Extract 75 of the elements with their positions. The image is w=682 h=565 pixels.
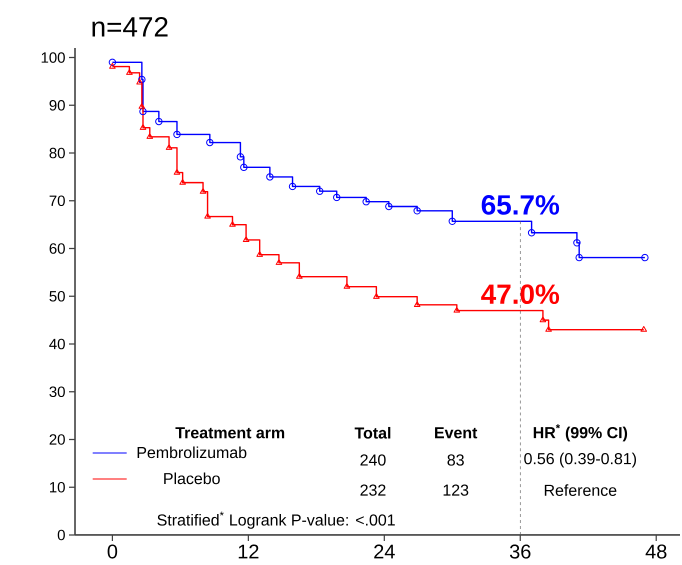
y-tick-label: 90: [50, 100, 65, 111]
annotation: Event: [435, 427, 478, 438]
annotation: 47.0%: [481, 284, 560, 304]
point: [448, 218, 456, 225]
point: [640, 326, 648, 332]
point: [316, 188, 324, 195]
point: [385, 202, 393, 210]
point: [288, 182, 296, 190]
point: [242, 236, 250, 242]
point: [146, 133, 154, 139]
point: [454, 306, 460, 313]
y-tick-label: 100: [42, 52, 65, 63]
point: [573, 239, 581, 246]
point: [136, 78, 143, 84]
point: [540, 316, 546, 322]
annotation: Reference: [544, 484, 616, 496]
point: [575, 254, 583, 262]
point: [362, 198, 370, 206]
point: [413, 207, 421, 214]
point: [333, 194, 340, 202]
point: [108, 58, 116, 66]
point: [373, 293, 380, 299]
point: [204, 212, 211, 219]
y-tick-label: 0: [58, 530, 65, 540]
point: [229, 220, 236, 227]
annotation: 0.56 (0.39-0.81): [524, 452, 636, 468]
x-tick-label: 48: [646, 544, 666, 559]
point: [256, 251, 263, 257]
point: [109, 62, 116, 69]
point: [236, 153, 244, 161]
point: [414, 301, 420, 307]
annotation: Total: [354, 426, 390, 439]
y-tick-label: 60: [50, 243, 65, 254]
point: [641, 254, 649, 262]
x-tick-label: 0: [108, 544, 118, 559]
legend-label: Placebo: [164, 472, 220, 484]
point: [179, 178, 186, 185]
point: [528, 229, 536, 236]
annotation: 240: [360, 454, 386, 466]
point: [126, 69, 133, 75]
point: [173, 130, 181, 138]
point: [138, 76, 146, 84]
point: [276, 259, 282, 265]
point: [240, 164, 248, 172]
annotation: 83: [448, 454, 464, 466]
y-tick-label: 50: [49, 290, 65, 302]
annotation: 123: [444, 484, 468, 496]
point: [138, 103, 146, 109]
point: [296, 272, 303, 279]
point: [174, 168, 180, 175]
x-tick-label: 36: [510, 544, 530, 559]
point: [155, 118, 163, 126]
point: [545, 326, 552, 332]
annotation: Treatment arm: [175, 427, 284, 438]
y-tick-label: 80: [50, 148, 65, 158]
annotation: 232: [360, 484, 386, 496]
y-tick-label: 20: [50, 434, 65, 445]
x-tick-label: 24: [374, 544, 395, 558]
point: [166, 144, 172, 150]
annotation: 65.7%: [482, 195, 560, 215]
point: [200, 188, 206, 194]
point: [206, 138, 214, 146]
point: [266, 173, 274, 181]
annotation: Stratified$^{*}$ Logrank P-value: <.001: [157, 512, 395, 529]
point: [140, 124, 146, 130]
y-tick-label: 40: [49, 338, 65, 350]
point: [139, 108, 147, 116]
point: [344, 283, 350, 289]
y-tick-label: 70: [50, 195, 65, 206]
legend-label: Pembrolizumab: [138, 446, 246, 458]
chart-title: n=472: [92, 17, 168, 36]
x-tick-label: 12: [238, 544, 258, 558]
y-tick-label: 30: [49, 386, 65, 398]
y-tick-label: 10: [50, 482, 65, 493]
annotation: HR$^{*}$ (99% CI): [534, 424, 628, 442]
